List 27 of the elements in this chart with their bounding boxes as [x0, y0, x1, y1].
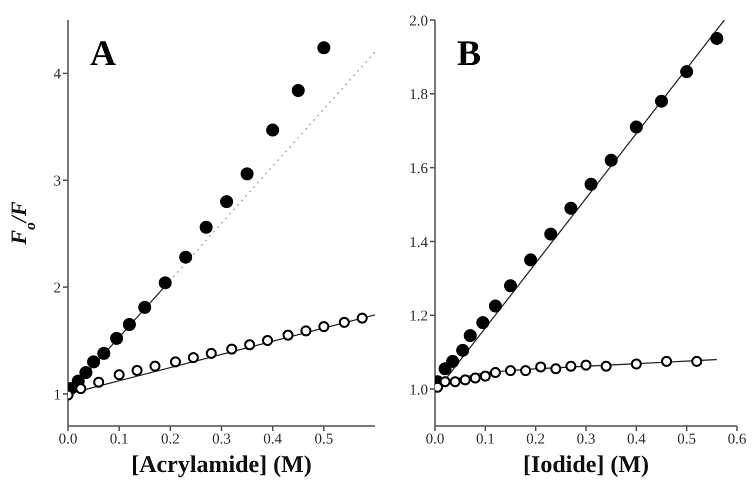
chart-title: A: [90, 32, 116, 74]
y-tick-label: 1.4: [409, 234, 428, 251]
x-axis-title: [Acrylamide] (M): [130, 452, 313, 479]
y-tick-label: 1.2: [409, 308, 428, 325]
chart-title: B: [457, 32, 482, 74]
x-tick-label: 0.4: [263, 432, 283, 448]
y-tick-label: 3: [54, 174, 61, 190]
x-tick-label: 0.0: [58, 432, 78, 448]
x-tick-label: 0.0: [426, 432, 444, 448]
x-axis-title: [Iodide] (M): [522, 452, 650, 479]
x-tick-label: 0.2: [160, 432, 180, 448]
y-tick-label: 1.8: [409, 87, 428, 104]
x-tick-label: 0.4: [626, 432, 646, 448]
y-tick-label: 1.0: [409, 382, 428, 398]
y-tick-label: 1: [54, 387, 61, 404]
y-tick-label: 4: [54, 66, 62, 83]
y-tick-label: 2.0: [409, 13, 428, 30]
x-tick-label: 0.3: [576, 432, 596, 448]
x-tick-label: 0.6: [728, 432, 747, 448]
x-tick-label: 0.5: [677, 432, 696, 448]
x-tick-label: 0.5: [314, 432, 334, 448]
x-tick-label: 0.2: [526, 432, 546, 448]
x-tick-label: 0.1: [476, 432, 495, 448]
y-tick-label: 1.6: [409, 160, 428, 177]
x-tick-label: 0.3: [212, 432, 231, 448]
y-tick-label: 2: [54, 280, 61, 296]
x-tick-label: 0.1: [110, 432, 129, 448]
